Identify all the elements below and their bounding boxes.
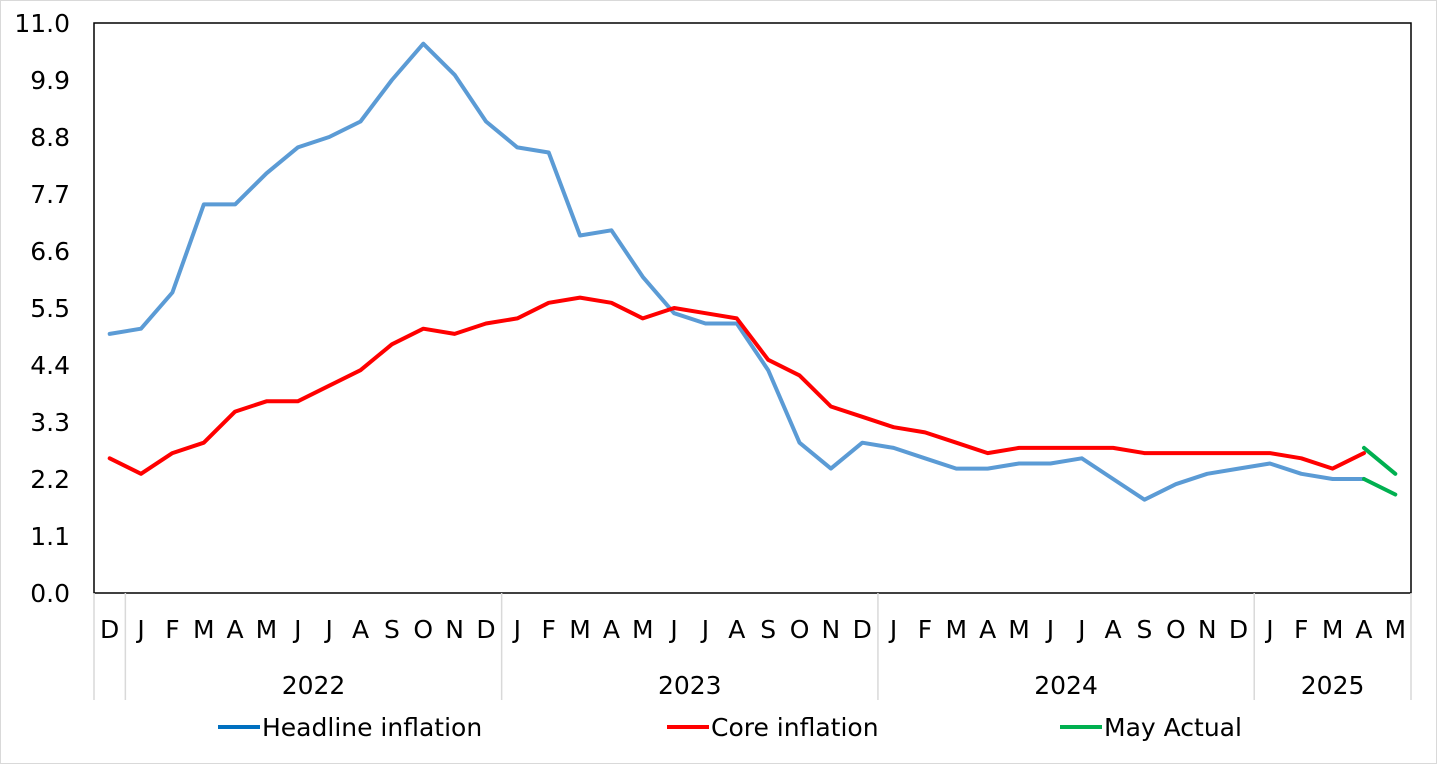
x-tick-label: J [700,615,709,644]
y-tick-label: 2.2 [30,465,70,494]
x-tick-label: O [1166,615,1186,644]
legend-label: Core inflation [711,713,879,742]
x-tick-label: M [256,615,278,644]
x-tick-label: A [979,615,996,644]
x-tick-label: N [445,615,464,644]
may-actual-segment [1362,445,1398,476]
x-tick-label: A [352,615,369,644]
core-inflation-line [107,295,1366,476]
x-tick-label: M [946,615,968,644]
x-tick-label: M [569,615,591,644]
headline-inflation-line [107,41,1366,502]
x-tick-label: S [760,615,776,644]
x-tick-label: M [632,615,654,644]
x-tick-label: S [1137,615,1153,644]
y-tick-label: 4.4 [30,351,70,380]
legend-label: Headline inflation [262,713,482,742]
x-tick-label: F [918,615,932,644]
x-tick-label: D [100,615,119,644]
x-tick-label: S [384,615,400,644]
y-tick-label: 7.7 [30,180,70,209]
series-lines [107,41,1398,502]
x-tick-label: J [292,615,301,644]
x-tick-label: M [193,615,215,644]
x-tick-label: D [853,615,872,644]
y-tick-label: 8.8 [30,123,70,152]
x-tick-label: M [1008,615,1030,644]
y-axis-ticks: 0.0 1.1 2.2 3.3 4.4 5.5 6.6 7.7 8.8 9.9 11.0 [14,9,70,608]
year-label: 2023 [658,671,722,700]
y-tick-label: 6.6 [30,237,70,266]
x-tick-label: F [1294,615,1308,644]
x-tick-label: J [888,615,897,644]
x-tick-label: N [822,615,841,644]
x-tick-label: A [1105,615,1122,644]
x-tick-label: A [603,615,620,644]
x-tick-label: D [1229,615,1248,644]
x-tick-label: A [1355,615,1372,644]
x-tick-label: N [1198,615,1217,644]
legend-label: May Actual [1104,713,1242,742]
x-tick-label: J [1045,615,1054,644]
y-tick-label: 3.3 [30,408,70,437]
year-label: 2025 [1301,671,1365,700]
x-tick-label: F [541,615,555,644]
y-tick-label: 1.1 [30,522,70,551]
year-label: 2022 [282,671,346,700]
x-tick-label: J [1264,615,1273,644]
y-tick-label: 5.5 [30,294,70,323]
x-tick-label: A [227,615,244,644]
x-tick-label: F [165,615,179,644]
y-tick-label: 11.0 [14,9,70,38]
x-tick-label: M [1322,615,1344,644]
x-tick-label: O [413,615,433,644]
x-tick-label: J [668,615,677,644]
legend: Headline inflation Core inflation May Actu… [218,713,1242,742]
x-tick-label: J [135,615,144,644]
year-label: 2024 [1034,671,1098,700]
x-tick-label: J [323,615,332,644]
x-tick-label: O [790,615,810,644]
may-actual-segment [1362,477,1398,497]
plot-area [93,22,1412,594]
y-tick-label: 9.9 [30,66,70,95]
y-tick-label: 0.0 [30,579,70,608]
x-tick-label: J [1076,615,1085,644]
x-tick-label: J [512,615,521,644]
x-tick-label: D [476,615,495,644]
x-tick-label: M [1385,615,1407,644]
x-tick-label: A [728,615,745,644]
